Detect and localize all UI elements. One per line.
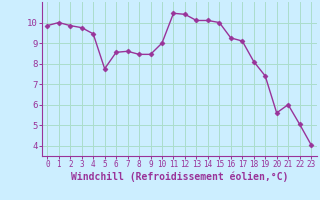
X-axis label: Windchill (Refroidissement éolien,°C): Windchill (Refroidissement éolien,°C): [70, 172, 288, 182]
